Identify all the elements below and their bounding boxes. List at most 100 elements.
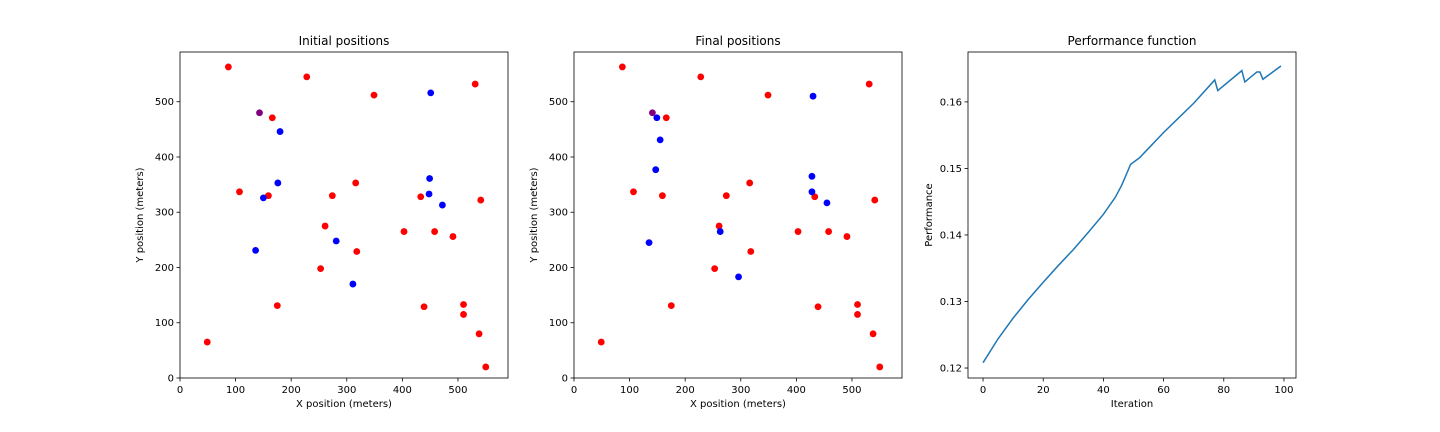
scatter-point [273,302,281,310]
y-tick-label: 0 [562,374,568,385]
scatter-point [276,128,284,135]
x-tick-label: 0 [980,385,986,396]
scatter-point [808,188,816,196]
scatter-point [303,73,311,81]
scatter-point [420,303,428,311]
x-tick-label: 500 [842,385,861,396]
scatter-point [460,301,467,308]
scatter-point [425,190,433,198]
x-tick-label: 100 [620,385,639,396]
chart-panel-2: Final positions 0 100 200 300 400 500 0 100 200 30… [529,34,903,410]
axes-frame [573,51,903,379]
y-tick-label: 200 [549,263,568,274]
y-tick-label: 0.12 [940,364,962,375]
y-tick-label: 300 [549,208,568,219]
scatter-point [328,192,336,200]
scatter-point [259,194,267,202]
scatter-point [400,228,408,235]
y-tick-label: 100 [155,318,174,329]
x-tick-label: 100 [226,385,245,396]
x-tick-label: 20 [1037,385,1050,396]
scatter-point [597,338,605,346]
scatter-point [618,63,626,71]
scatter-point [716,228,724,235]
axes-frame [179,51,509,379]
scatter-point [417,193,425,201]
x-tick-label: 100 [1274,385,1293,396]
scatter-point [809,92,817,100]
y-tick-label: 0.13 [940,297,962,308]
scatter-point [653,114,661,122]
x-tick-label: 300 [337,385,356,396]
scatter-point [439,201,446,209]
scatter-point [370,91,378,99]
scatter-point [825,228,833,235]
scatter-point [321,222,329,230]
x-tick-label: 200 [282,385,301,396]
x-axis-label: X position (meters) [690,399,786,410]
scatter-point [746,179,754,187]
y-tick-label: 100 [549,318,568,329]
scatter-point [203,338,211,346]
x-tick-label: 0 [177,385,183,396]
axes-frame [967,51,1297,379]
scatter-point [871,196,879,204]
scatter-point [332,237,340,245]
x-tick-label: 200 [676,385,695,396]
scatter-point [352,179,360,187]
y-axis-label: Performance [924,183,935,246]
scatter-point [764,91,772,99]
scatter-point [431,228,439,235]
scatter-point [865,80,873,88]
x-tick-label: 400 [393,385,412,396]
scatter-point [667,302,675,310]
x-tick-label: 0 [571,385,577,396]
scatter-point [252,246,260,254]
chart-panel-3: Performance function 0 20 40 60 80 100 0.12 0.13… [924,34,1297,410]
scatter-point [482,363,490,371]
scatter-point [697,73,705,81]
x-axis-label: X position (meters) [296,399,392,410]
scatter-point [449,233,457,240]
performance-line [982,65,1282,364]
scatter-point [656,136,664,144]
x-tick-label: 500 [448,385,467,396]
scatter-point [477,196,485,204]
scatter-point [869,330,877,338]
scatter-point [876,363,884,371]
scatter-point [794,228,802,235]
scatter-point [475,330,483,338]
x-tick-label: 60 [1157,385,1170,396]
scatter-point [854,301,861,308]
chart-title: Initial positions [299,34,390,48]
y-tick-label: 500 [549,97,568,108]
scatter-point [630,188,637,196]
scatter-point [747,248,755,255]
x-tick-label: 80 [1217,385,1230,396]
y-tick-label: 0.15 [940,164,962,175]
scatter-point [256,109,263,117]
y-tick-label: 500 [155,97,174,108]
scatter-point [722,192,730,200]
scatter-point [823,199,831,207]
scatter-point [814,303,822,311]
chart-title: Performance function [1068,34,1197,48]
scatter-point [811,193,819,201]
scatter-point [715,222,723,230]
x-tick-label: 300 [731,385,750,396]
scatter-point [268,114,276,122]
scatter-point [471,80,479,88]
scatter-point [224,63,232,71]
scatter-point [460,311,467,318]
scatter-point [658,192,666,200]
y-axis-label: Y position (meters) [135,167,146,263]
scatter-point [735,273,742,281]
scatter-point [274,179,282,187]
scatter-point [645,239,653,247]
scatter-point [236,188,243,196]
scatter-point [711,265,719,272]
x-tick-label: 400 [787,385,806,396]
y-tick-label: 0 [168,374,174,385]
y-tick-label: 400 [155,152,174,163]
